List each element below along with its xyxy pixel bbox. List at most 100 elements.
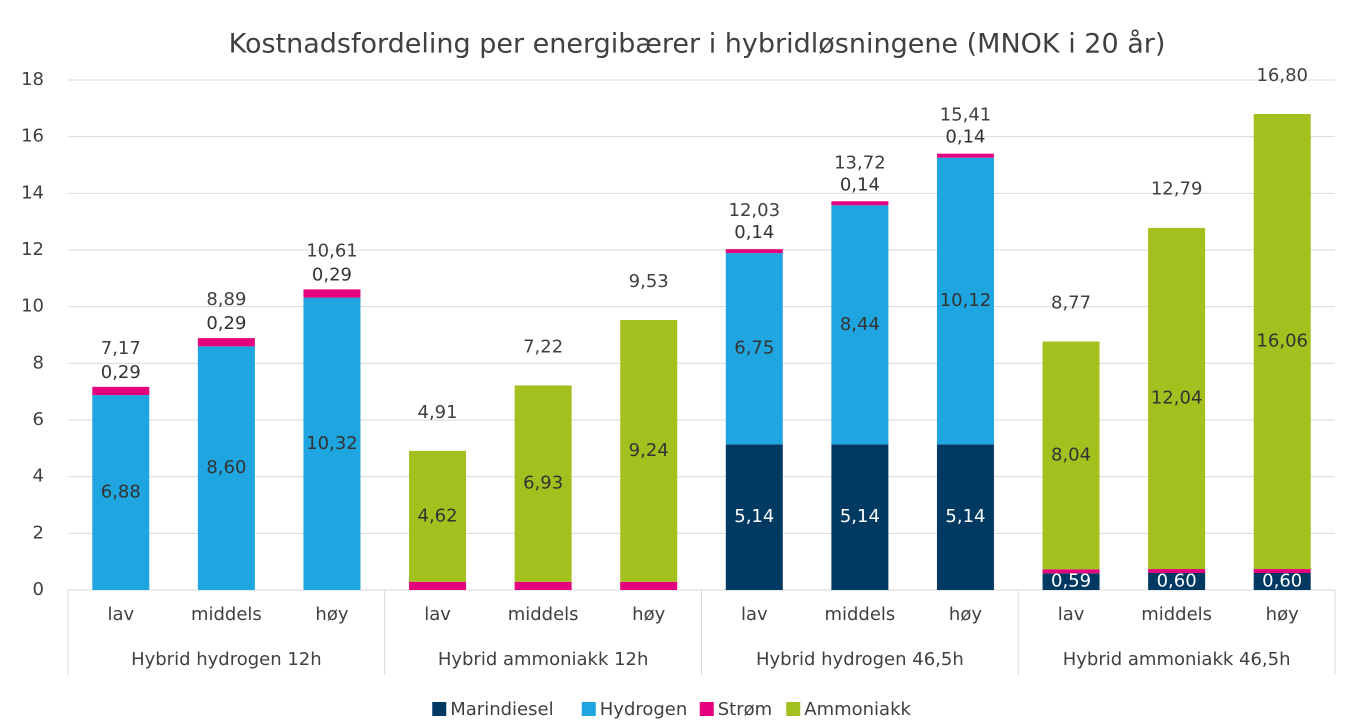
data-label: 4,62 <box>418 505 458 526</box>
bar-segment <box>725 444 783 590</box>
data-label: 0,29 <box>101 362 141 383</box>
bar-segment <box>1042 341 1100 570</box>
chart-title: Kostnadsfordeling per energibærer i hybr… <box>229 29 1166 60</box>
bar-segment <box>1253 569 1311 573</box>
x-tick-label: lav <box>107 604 134 625</box>
x-tick-label: middels <box>508 604 579 625</box>
y-tick-label: 18 <box>21 69 44 90</box>
bar-segment <box>514 581 572 590</box>
bar-segment <box>1148 227 1206 570</box>
bar-segment <box>1148 569 1206 573</box>
x-tick-label: middels <box>191 604 262 625</box>
y-tick-label: 10 <box>21 296 44 317</box>
data-label: 10,12 <box>940 290 992 311</box>
data-label: 0,60 <box>1262 571 1302 592</box>
x-tick-label: lav <box>741 604 768 625</box>
bar-segment <box>1042 569 1100 574</box>
bar-segment <box>725 249 783 254</box>
bar-segment <box>197 338 255 347</box>
total-label: 9,53 <box>629 271 669 292</box>
bar-segment <box>1042 573 1100 590</box>
data-label: 0,59 <box>1051 571 1091 592</box>
data-label: 9,24 <box>629 440 669 461</box>
total-label: 16,80 <box>1256 65 1308 86</box>
bar-segment <box>620 319 678 582</box>
bar-segment <box>831 205 889 445</box>
total-label: 15,41 <box>940 104 992 125</box>
group-label: Hybrid ammoniakk 46,5h <box>1063 649 1291 670</box>
legend-label: Marindiesel <box>450 699 553 720</box>
total-label: 12,79 <box>1151 179 1203 200</box>
legend-label: Strøm <box>718 699 772 720</box>
total-label: 8,77 <box>1051 293 1091 314</box>
legend-swatch <box>786 702 801 716</box>
bar-segment <box>409 450 467 582</box>
y-tick-label: 8 <box>33 352 44 373</box>
x-tick-label: høy <box>1266 604 1299 625</box>
total-label: 13,72 <box>834 152 886 173</box>
data-label: 6,88 <box>101 482 141 503</box>
legend-swatch <box>699 702 714 716</box>
bar-segment <box>831 444 889 590</box>
x-tick-label: høy <box>949 604 982 625</box>
y-tick-label: 6 <box>33 409 44 430</box>
bar-segment <box>514 385 572 582</box>
data-label: 0,29 <box>206 313 246 334</box>
legend-label: Ammoniakk <box>804 699 911 720</box>
data-label: 10,32 <box>306 433 358 454</box>
bar-segment <box>92 395 150 590</box>
x-tick-label: middels <box>824 604 895 625</box>
bar-segment <box>936 157 994 445</box>
y-tick-label: 0 <box>33 579 44 600</box>
data-label: 8,44 <box>840 314 880 335</box>
bar-segment <box>1148 573 1206 590</box>
y-tick-label: 12 <box>21 239 44 260</box>
data-label: 6,93 <box>523 473 563 494</box>
x-tick-label: høy <box>315 604 348 625</box>
y-tick-label: 4 <box>33 466 44 487</box>
data-label: 0,29 <box>312 264 352 285</box>
total-label: 7,17 <box>101 338 141 359</box>
data-label: 0,14 <box>945 127 985 148</box>
bar-segment <box>620 581 678 590</box>
y-tick-label: 14 <box>21 182 44 203</box>
bar-segment <box>303 297 361 590</box>
y-tick-label: 2 <box>33 522 44 543</box>
data-label: 0,60 <box>1157 571 1197 592</box>
bar-segment <box>936 444 994 590</box>
group-label: Hybrid hydrogen 12h <box>131 649 322 670</box>
bar-segment <box>197 346 255 590</box>
legend-swatch <box>581 702 596 716</box>
data-label: 6,75 <box>734 338 774 359</box>
y-tick-label: 16 <box>21 126 44 147</box>
x-tick-label: lav <box>424 604 451 625</box>
data-label: 5,14 <box>945 506 985 527</box>
bar-segment <box>831 201 889 206</box>
x-tick-label: lav <box>1058 604 1085 625</box>
x-tick-label: høy <box>632 604 665 625</box>
data-label: 8,60 <box>206 457 246 478</box>
data-label: 5,14 <box>734 506 774 527</box>
bar-segment <box>409 581 467 590</box>
bar-segment <box>1253 114 1311 570</box>
total-label: 7,22 <box>523 336 563 357</box>
bar-segment <box>936 153 994 158</box>
data-label: 0,14 <box>840 174 880 195</box>
bar-segment <box>92 386 150 396</box>
data-label: 0,14 <box>734 222 774 243</box>
legend-label: Hydrogen <box>600 699 688 720</box>
legend-swatch <box>432 702 447 716</box>
total-label: 8,89 <box>206 289 246 310</box>
data-label: 12,04 <box>1151 387 1203 408</box>
data-label: 5,14 <box>840 506 880 527</box>
data-label: 8,04 <box>1051 444 1091 465</box>
bar-segment <box>303 289 361 298</box>
bar-segment <box>1253 573 1311 590</box>
total-label: 12,03 <box>729 200 781 221</box>
total-label: 10,61 <box>306 240 358 261</box>
total-label: 4,91 <box>418 402 458 423</box>
group-label: Hybrid ammoniakk 12h <box>438 649 649 670</box>
x-tick-label: middels <box>1141 604 1212 625</box>
group-label: Hybrid hydrogen 46,5h <box>756 649 964 670</box>
